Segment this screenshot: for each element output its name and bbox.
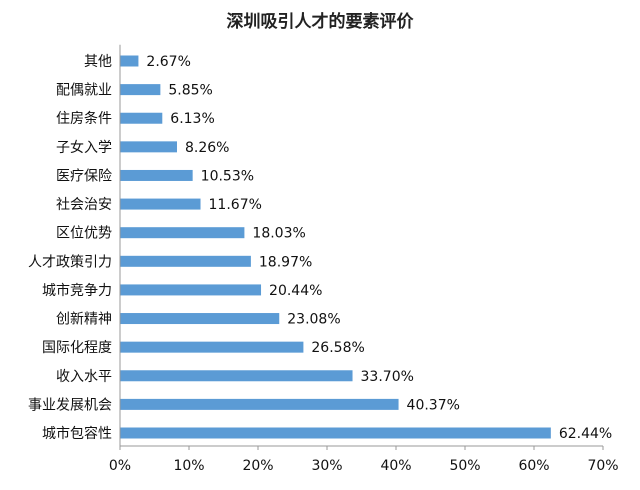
value-label: 5.85% [168,83,212,99]
category-label: 城市包容性 [42,425,112,442]
bar-3 [120,112,163,124]
bar-8 [120,255,251,267]
x-tick-label: 50% [449,458,480,474]
bar-2 [120,84,161,96]
x-tick-label: 60% [518,458,549,474]
x-tick-label: 10% [173,458,204,474]
bar-14 [120,427,551,439]
x-tick-label: 30% [311,458,342,474]
category-labels: 其他配偶就业住房条件子女入学医疗保险社会治安区位优势人才政策引力城市竞争力创新精… [28,54,112,442]
category-label: 社会治安 [56,197,112,213]
value-label: 2.67% [146,54,190,70]
x-tick-label: 20% [242,458,273,474]
value-labels: 2.67% 5.85% 6.13% 8.26% 10.53% 11.67% 18.03% 18… [146,54,612,442]
x-tick-label: 0% [109,458,131,474]
bar-5 [120,169,193,181]
value-label: 8.26% [185,140,229,156]
x-tick-label: 70% [587,458,618,474]
category-label: 区位优势 [56,226,112,242]
value-label: 18.03% [252,226,305,242]
bars-group [120,55,551,439]
category-label: 国际化程度 [42,340,112,356]
value-label: 33.70% [361,369,414,385]
value-label: 10.53% [201,168,254,184]
category-label: 事业发展机会 [28,397,112,413]
category-label: 其他 [84,54,112,70]
value-label: 11.67% [209,197,262,213]
chart-title: 深圳吸引人才的要素评价 [227,11,415,32]
category-label: 配偶就业 [56,83,112,99]
bar-6 [120,198,201,210]
category-label: 医疗保险 [56,168,112,184]
bar-1 [120,55,139,67]
bar-11 [120,341,304,353]
bar-7 [120,227,245,239]
bar-10 [120,313,280,325]
x-tick-label: 40% [380,458,411,474]
value-label: 26.58% [311,340,364,356]
bar-13 [120,398,399,410]
value-label: 23.08% [287,312,340,328]
category-label: 城市竞争力 [42,282,112,299]
category-label: 子女入学 [56,139,112,156]
value-label: 20.44% [269,283,322,299]
value-label: 6.13% [170,111,214,127]
bar-12 [120,370,353,382]
bar-4 [120,141,177,153]
x-axis: 0% 10% 20% 30% 40% 50% 60% 70% [109,44,619,474]
value-label: 40.37% [407,397,460,413]
value-label: 62.44% [559,426,612,442]
value-label: 18.97% [259,254,312,270]
category-label: 人才政策引力 [28,253,112,270]
category-label: 住房条件 [56,110,112,127]
category-label: 创新精神 [56,312,112,328]
bar-9 [120,284,262,296]
category-label: 收入水平 [56,369,112,385]
